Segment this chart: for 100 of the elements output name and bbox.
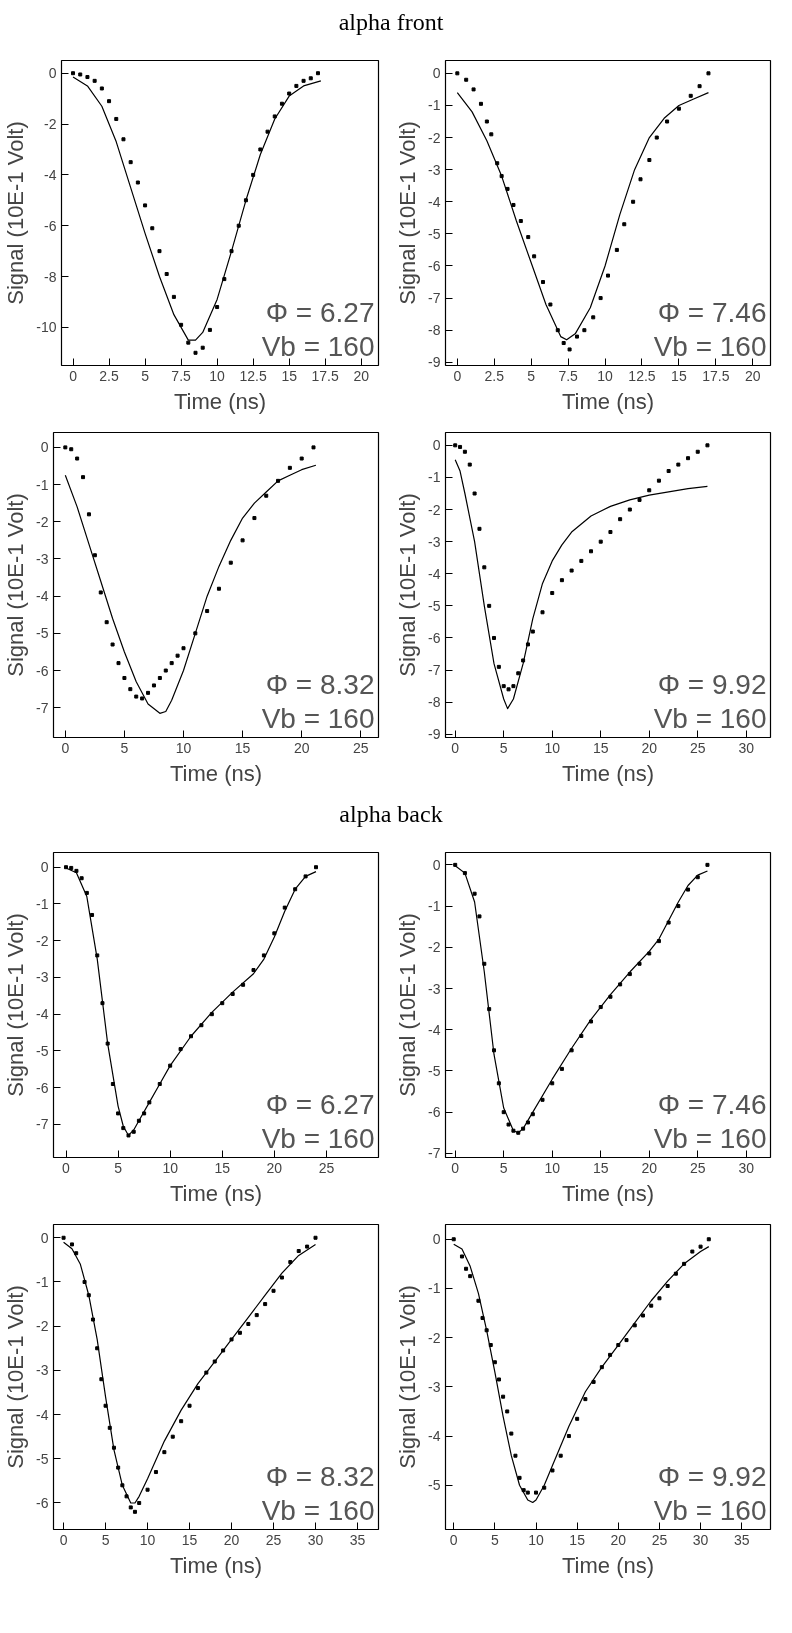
point	[467, 462, 472, 467]
point	[146, 690, 151, 695]
point	[506, 1122, 511, 1127]
point	[656, 478, 661, 483]
point	[311, 445, 316, 450]
x-tick-label: 0	[449, 1531, 458, 1548]
point	[459, 1254, 464, 1259]
y-tick-label: -6	[36, 1079, 49, 1096]
x-tick-label: 2.5	[99, 367, 119, 384]
point	[541, 280, 545, 285]
point	[575, 1416, 580, 1421]
point	[271, 1288, 276, 1293]
annotation: Vb = 160	[653, 702, 767, 734]
x-tick-label: 5	[120, 739, 129, 756]
point	[591, 1379, 596, 1384]
x-tick-label: 0	[451, 739, 460, 756]
point	[589, 1019, 594, 1024]
y-tick-label: -2	[428, 129, 441, 146]
x-tick-label: 10	[209, 367, 226, 384]
y-tick-label: -3	[428, 980, 441, 997]
point	[458, 444, 463, 449]
y-tick-label: -4	[36, 1406, 49, 1423]
point	[471, 87, 476, 92]
point	[534, 1490, 539, 1495]
y-tick-label: -1	[428, 469, 441, 486]
point	[145, 1487, 150, 1492]
y-tick-label: 0	[432, 856, 441, 873]
y-tick-label: -8	[428, 322, 441, 339]
y-tick-label: -6	[428, 257, 441, 274]
x-tick-label: 30	[307, 1531, 324, 1548]
point	[143, 203, 148, 208]
x-tick-label: 0	[62, 1159, 71, 1176]
point	[598, 539, 603, 544]
x-tick-label: 5	[114, 1159, 123, 1176]
point	[501, 1394, 506, 1399]
point	[116, 1111, 121, 1116]
point	[228, 560, 233, 565]
point	[151, 683, 156, 688]
x-tick-label: 10	[544, 739, 561, 756]
point	[163, 668, 168, 673]
x-tick-label: 20	[641, 739, 658, 756]
point	[287, 91, 292, 96]
y-axis-title: Signal (10E-1 Volt)	[395, 121, 421, 305]
y-tick-label: -4	[428, 1428, 441, 1445]
x-axis-title: Time (ns)	[561, 760, 655, 786]
point	[282, 905, 287, 910]
y-tick-label: -5	[36, 625, 49, 642]
y-tick-label: -2	[428, 501, 441, 518]
point	[126, 1133, 131, 1138]
point	[492, 1360, 497, 1365]
y-tick-label: -1	[428, 97, 441, 114]
point	[511, 684, 516, 689]
point	[128, 1505, 133, 1510]
point	[187, 1403, 192, 1408]
point	[526, 235, 531, 240]
point	[540, 610, 545, 615]
point	[90, 912, 95, 917]
annotation: Vb = 160	[653, 330, 767, 362]
x-tick-label: 10	[162, 1159, 179, 1176]
x-axis-title: Time (ns)	[169, 760, 263, 786]
point	[63, 445, 68, 450]
y-tick-label: -10	[36, 319, 57, 336]
y-tick-label: -4	[36, 1006, 49, 1023]
point	[110, 642, 115, 647]
point	[79, 876, 84, 881]
x-tick-label: 15	[281, 367, 298, 384]
x-tick-label: 5	[490, 1531, 499, 1548]
point	[116, 661, 121, 666]
chart-title: alpha front	[337, 8, 445, 37]
annotation: Vb = 160	[653, 1494, 767, 1526]
point	[314, 865, 318, 870]
point	[121, 137, 126, 142]
point	[229, 1337, 234, 1342]
point	[591, 315, 596, 320]
x-tick-label: 0	[59, 1531, 68, 1548]
point	[516, 671, 521, 676]
point	[478, 101, 483, 106]
annotation: Φ = 8.32	[265, 1460, 375, 1492]
point	[254, 1313, 259, 1318]
y-tick-label: -8	[428, 694, 441, 711]
point	[179, 1419, 184, 1424]
point	[75, 456, 80, 461]
x-tick-label: 0	[69, 367, 78, 384]
x-tick-label: 20	[610, 1531, 627, 1548]
point	[315, 71, 320, 76]
point	[205, 609, 210, 614]
x-tick-label: 15	[592, 1159, 609, 1176]
y-tick-label: -9	[428, 726, 441, 743]
point	[480, 1315, 485, 1320]
x-axis-title: Time (ns)	[169, 1180, 263, 1206]
x-tick-label: 15	[214, 1159, 231, 1176]
point	[261, 953, 266, 958]
point	[695, 449, 700, 454]
point	[505, 186, 510, 191]
y-tick-label: -7	[428, 1145, 441, 1162]
point	[100, 1001, 105, 1006]
y-axis-title: Signal (10E-1 Volt)	[3, 1285, 29, 1469]
point	[299, 456, 304, 461]
y-tick-label: -5	[428, 1062, 441, 1079]
y-tick-label: -3	[428, 161, 441, 178]
